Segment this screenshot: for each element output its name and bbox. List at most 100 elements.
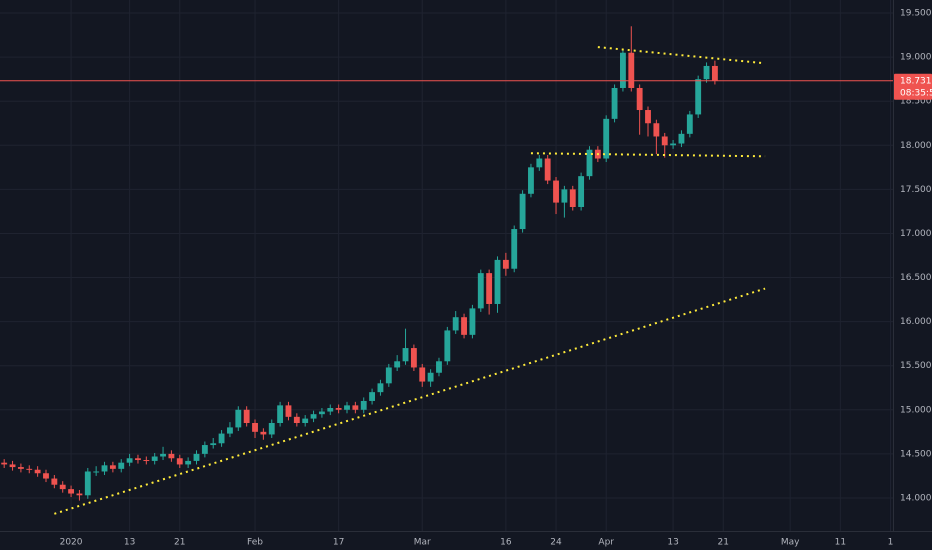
candle-body (185, 460, 192, 465)
candle-body (17, 467, 24, 469)
candle-body (109, 465, 116, 469)
y-tick-label: 18.50000 (900, 97, 932, 107)
candle-body (385, 367, 392, 384)
candle-body (43, 473, 49, 479)
candle-body (461, 317, 467, 335)
candle-body (502, 259, 509, 269)
candle-body (452, 317, 459, 331)
candle-body (469, 308, 476, 335)
x-tick-label: Mar (414, 538, 431, 548)
candle-body (252, 423, 258, 432)
y-tick-label: 16.50000 (900, 273, 932, 283)
candle-body (68, 489, 74, 494)
candle-body (619, 52, 626, 88)
candle-body (486, 273, 493, 304)
candle-body (93, 471, 100, 473)
candle-body (444, 330, 451, 362)
candle-body (327, 408, 334, 412)
candle-body (536, 158, 543, 168)
x-tick-label: 24 (550, 538, 562, 548)
x-tick-label: 17 (333, 538, 344, 548)
trend-line (54, 287, 766, 515)
candle-body (260, 431, 267, 435)
price-label-box (894, 73, 932, 100)
y-tick-label: 16.00000 (900, 317, 932, 327)
candle-body (402, 348, 409, 362)
candle-body (352, 405, 359, 410)
candle-body (553, 180, 559, 203)
candle-body (360, 400, 367, 410)
candle-body (268, 423, 275, 435)
x-tick-label: 21 (174, 538, 185, 548)
x-tick-label: 13 (667, 538, 678, 548)
x-tick-label: Apr (598, 538, 614, 548)
y-tick-label: 17.50000 (900, 185, 932, 195)
candle-body (569, 189, 576, 208)
candle-body (511, 229, 518, 269)
x-tick-label: May (781, 538, 800, 548)
x-tick-label: 1 (888, 538, 894, 548)
candle-body (34, 469, 41, 474)
candle-body (344, 405, 350, 410)
plot-area (0, 0, 893, 531)
candle-body (436, 361, 442, 373)
candle-body (126, 458, 133, 463)
candle-body (519, 193, 526, 230)
candle-body (285, 405, 292, 417)
candle-body (603, 118, 610, 159)
candle-body (227, 427, 233, 434)
candle-body (394, 361, 401, 368)
candle-body (318, 411, 325, 415)
candle-body (703, 65, 710, 80)
candle-body (419, 367, 426, 382)
candle-body (193, 453, 200, 461)
candle-body (243, 409, 250, 424)
candle-body (611, 87, 618, 119)
price-label: 18.73137 (900, 76, 932, 86)
countdown-label: 08:35:54 (900, 88, 932, 98)
candle-body (578, 176, 585, 208)
candle-body (293, 416, 300, 424)
candle-body (84, 471, 91, 496)
x-tick-label: 2020 (60, 538, 83, 548)
candle-body (335, 408, 342, 410)
candle-body (561, 189, 568, 203)
y-tick-label: 15.50000 (900, 361, 932, 371)
candle-body (51, 478, 58, 485)
candle-body (670, 143, 677, 146)
candle-body (661, 136, 668, 146)
candle-body (377, 383, 384, 393)
candle-body (118, 462, 125, 469)
candle-body (235, 409, 242, 428)
candle-body (477, 273, 484, 309)
candle-body (210, 443, 217, 446)
y-tick-label: 18.00000 (900, 141, 932, 151)
candle-body (427, 372, 434, 382)
x-tick-label: 11 (835, 538, 846, 548)
candle-body (1, 462, 8, 465)
candle-body (151, 456, 158, 461)
candle-body (9, 464, 16, 468)
candle-body (176, 458, 183, 465)
y-tick-label: 19.50000 (900, 9, 932, 19)
candle-body (369, 392, 376, 401)
candle-body (310, 414, 317, 419)
candle-body (26, 468, 33, 470)
y-tick-label: 15.00000 (900, 405, 932, 415)
candle-body (76, 493, 83, 496)
candle-body (494, 259, 501, 304)
candle-body (711, 65, 718, 81)
candle-body (277, 405, 284, 424)
x-tick-label: 16 (500, 538, 512, 548)
candle-body (168, 453, 175, 459)
candle-body (544, 158, 551, 181)
candle-body (160, 453, 166, 457)
candle-body (586, 149, 593, 177)
candle-body (628, 52, 635, 88)
candle-body (528, 167, 534, 194)
candle-body (218, 433, 225, 444)
candle-body (695, 79, 702, 115)
candle-body (410, 348, 417, 368)
axes: 14.00000 14.50000 15.00000 15.50000 16.00000… (60, 9, 932, 548)
